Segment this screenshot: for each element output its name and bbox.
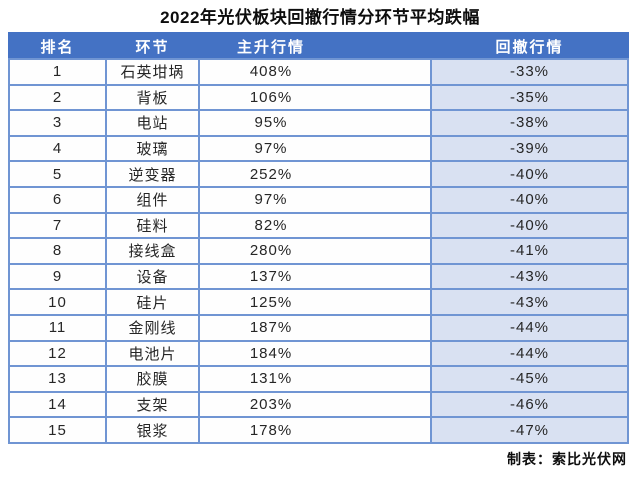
segment-cell: 接线盒 [105,237,200,265]
column-header-segment: 环节 [105,32,200,60]
drawdown-cell: -40% [430,211,629,240]
drawdown-cell: -43% [430,262,629,291]
segment-cell: 金刚线 [105,313,200,342]
rally-cell: 203% [198,390,432,419]
rally-cell: 408% [198,58,432,86]
rank-cell: 8 [8,237,107,265]
credit-label: 制表：索比光伏网 [507,450,627,467]
rally-cell: 95% [198,109,432,137]
rank-cell: 15 [8,416,107,444]
drawdown-cell: -40% [430,160,629,188]
rank-cell: 13 [8,365,107,393]
rank-cell: 11 [8,313,107,342]
drawdown-cell: -44% [430,313,629,342]
table-row: 7 硅料 82% -40% [8,211,629,240]
drawdown-cell: -47% [430,416,629,444]
rally-cell: 280% [198,237,432,265]
table-row: 12 电池片 184% -44% [8,339,629,368]
segment-cell: 玻璃 [105,134,200,163]
segment-cell: 背板 [105,83,200,112]
drawdown-cell: -44% [430,339,629,368]
rank-cell: 12 [8,339,107,368]
drawdown-cell: -45% [430,365,629,393]
table-row: 9 设备 137% -43% [8,262,629,291]
rally-cell: 178% [198,416,432,444]
drawdown-cell: -40% [430,185,629,214]
drawdown-cell: -35% [430,83,629,112]
table-row: 5 逆变器 252% -40% [8,160,629,188]
rally-cell: 131% [198,365,432,393]
drawdown-table: 排名 环节 主升行情 回撤行情 1 石英坩埚 408% -33% 2 背板 10… [8,32,629,444]
rank-cell: 9 [8,262,107,291]
table-row: 6 组件 97% -40% [8,185,629,214]
column-header-rank: 排名 [8,32,107,60]
segment-cell: 石英坩埚 [105,58,200,86]
segment-cell: 硅料 [105,211,200,240]
rally-cell: 187% [198,313,432,342]
segment-cell: 逆变器 [105,160,200,188]
rally-cell: 125% [198,288,432,316]
segment-cell: 胶膜 [105,365,200,393]
table-header-row: 排名 环节 主升行情 回撤行情 [8,32,629,60]
table-row: 13 胶膜 131% -45% [8,365,629,393]
rally-cell: 106% [198,83,432,112]
table-row: 8 接线盒 280% -41% [8,237,629,265]
rank-cell: 5 [8,160,107,188]
rank-cell: 6 [8,185,107,214]
segment-cell: 硅片 [105,288,200,316]
rank-cell: 4 [8,134,107,163]
rank-cell: 2 [8,83,107,112]
rank-cell: 1 [8,58,107,86]
column-header-drawdown: 回撤行情 [430,32,629,60]
rank-cell: 10 [8,288,107,316]
column-header-rally: 主升行情 [198,32,432,60]
table-row: 3 电站 95% -38% [8,109,629,137]
segment-cell: 组件 [105,185,200,214]
table-row: 10 硅片 125% -43% [8,288,629,316]
segment-cell: 设备 [105,262,200,291]
drawdown-cell: -43% [430,288,629,316]
rally-cell: 97% [198,134,432,163]
rally-cell: 82% [198,211,432,240]
table-row: 11 金刚线 187% -44% [8,313,629,342]
segment-cell: 电站 [105,109,200,137]
rally-cell: 137% [198,262,432,291]
rally-cell: 97% [198,185,432,214]
drawdown-cell: -33% [430,58,629,86]
table-row: 4 玻璃 97% -39% [8,134,629,163]
rally-cell: 184% [198,339,432,368]
rank-cell: 3 [8,109,107,137]
rally-cell: 252% [198,160,432,188]
rank-cell: 7 [8,211,107,240]
drawdown-cell: -39% [430,134,629,163]
table-row: 2 背板 106% -35% [8,83,629,112]
drawdown-cell: -38% [430,109,629,137]
segment-cell: 支架 [105,390,200,419]
rank-cell: 14 [8,390,107,419]
segment-cell: 电池片 [105,339,200,368]
table-row: 15 银浆 178% -47% [8,416,629,444]
drawdown-cell: -46% [430,390,629,419]
segment-cell: 银浆 [105,416,200,444]
page-title: 2022年光伏板块回撤行情分环节平均跌幅 [160,8,480,27]
table-row: 14 支架 203% -46% [8,390,629,419]
drawdown-cell: -41% [430,237,629,265]
table-row: 1 石英坩埚 408% -33% [8,58,629,86]
